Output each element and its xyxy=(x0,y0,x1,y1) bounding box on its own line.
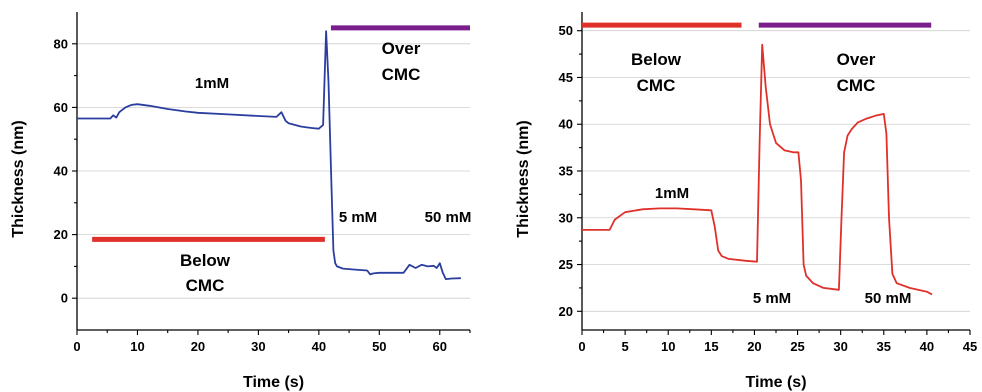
series-line xyxy=(582,43,933,296)
y-tick-label: 0 xyxy=(61,291,68,306)
x-tick-label: 0 xyxy=(73,339,80,354)
y-tick-label: 40 xyxy=(54,164,68,179)
y-tick-label: 20 xyxy=(559,304,573,319)
y-tick-label: 35 xyxy=(559,164,573,179)
y-tick-label: 30 xyxy=(559,210,573,225)
x-axis-title: Time (s) xyxy=(243,374,304,391)
annotation-1mm: 1mM xyxy=(195,75,229,92)
below-cmc-label-line1: Below xyxy=(631,50,682,69)
y-tick-label: 40 xyxy=(559,117,573,132)
x-tick-label: 20 xyxy=(747,339,761,354)
y-axis-title: Thickness (nm) xyxy=(515,120,532,237)
over-cmc-label-line1: Over xyxy=(382,39,421,58)
over-cmc-label-line2: CMC xyxy=(837,76,876,95)
below-cmc-label-line2: CMC xyxy=(186,276,225,295)
annotation-50mm: 50 mM xyxy=(425,209,472,226)
y-tick-label: 80 xyxy=(54,36,68,51)
x-tick-label: 35 xyxy=(877,339,891,354)
over-cmc-label-line2: CMC xyxy=(382,65,421,84)
x-tick-label: 50 xyxy=(372,339,386,354)
below-cmc-label-line1: Below xyxy=(180,251,231,270)
series-line xyxy=(77,30,461,280)
x-tick-label: 25 xyxy=(790,339,804,354)
x-tick-label: 0 xyxy=(578,339,585,354)
annotation-50mm: 50 mM xyxy=(865,290,912,307)
x-tick-label: 40 xyxy=(920,339,934,354)
annotation-1mm: 1mM xyxy=(655,185,689,202)
x-tick-label: 40 xyxy=(312,339,326,354)
annotation-5mm: 5 mM xyxy=(339,209,377,226)
over-cmc-label-line1: Over xyxy=(837,50,876,69)
right-chart: 20 25 30 35 40 45 50 0 5 10 15 20 25 30 35 40 45 Time (s)… xyxy=(515,12,977,391)
left-chart: 0 20 40 60 80 0 10 20 30 40 50 60 Time (s) Thickness … xyxy=(10,12,471,391)
x-tick-label: 30 xyxy=(251,339,265,354)
y-tick-label: 60 xyxy=(54,100,68,115)
y-axis-title: Thickness (nm) xyxy=(10,120,27,237)
x-tick-label: 10 xyxy=(661,339,675,354)
x-tick-label: 45 xyxy=(963,339,977,354)
x-tick-label: 15 xyxy=(704,339,718,354)
below-cmc-label-line2: CMC xyxy=(637,76,676,95)
y-tick-label: 25 xyxy=(559,257,573,272)
y-tick-label: 20 xyxy=(54,227,68,242)
x-tick-label: 60 xyxy=(433,339,447,354)
x-tick-label: 10 xyxy=(130,339,144,354)
x-axis-title: Time (s) xyxy=(745,374,806,391)
x-tick-label: 5 xyxy=(621,339,628,354)
y-tick-label: 45 xyxy=(559,70,573,85)
x-tick-label: 30 xyxy=(833,339,847,354)
x-tick-label: 20 xyxy=(191,339,205,354)
annotation-5mm: 5 mM xyxy=(753,290,791,307)
y-tick-label: 50 xyxy=(559,23,573,38)
